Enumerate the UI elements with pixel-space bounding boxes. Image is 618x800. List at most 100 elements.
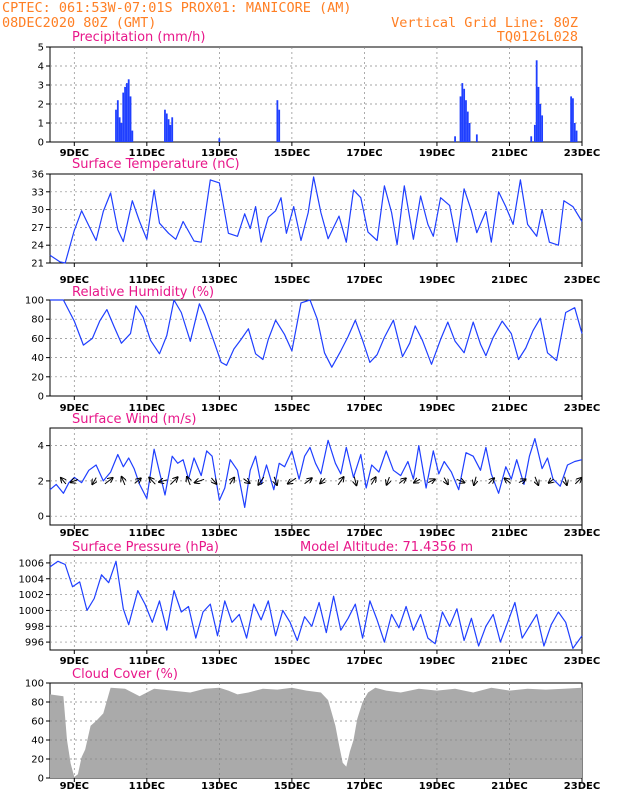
precipitation-xtick-label: 13DEC: [201, 148, 237, 159]
wind-vector-arrow: [243, 479, 250, 483]
wind-vector-arrow: [427, 479, 435, 482]
humidity-line: [50, 299, 583, 368]
humidity-xtick-label: 23DEC: [564, 403, 600, 414]
cloud-cover-xtick-label: 13DEC: [201, 781, 237, 792]
pressure-annotation: Model Altitude: 71.4356 m: [300, 540, 473, 555]
wind-vector-arrow: [104, 478, 113, 485]
precipitation-ytick-label: 0: [38, 138, 44, 149]
pressure-xtick-label: 9DEC: [60, 656, 89, 667]
cloud-cover-xtick-label: 11DEC: [129, 781, 165, 792]
wind-ytick-label: 4: [38, 441, 44, 452]
wind-vector-arrow: [61, 478, 66, 485]
precipitation-xtick-label: 15DEC: [274, 148, 310, 159]
wind-vector-arrow: [170, 477, 177, 485]
precipitation-bar: [169, 124, 172, 142]
precipitation-xtick-label: 9DEC: [60, 148, 89, 159]
cloud-cover-area: [50, 687, 582, 778]
wind-vector-arrow: [274, 476, 277, 485]
precipitation-frame: [49, 46, 583, 143]
precipitation-bar: [575, 130, 578, 142]
humidity-ytick-label: 60: [31, 334, 44, 345]
pressure-xtick-label: 11DEC: [129, 656, 165, 667]
temperature-xtick-label: 19DEC: [419, 275, 455, 286]
precipitation-bar: [537, 86, 540, 142]
temperature-ytick-label: 33: [31, 187, 44, 198]
precipitation-bar: [459, 96, 462, 142]
precipitation-bar: [570, 96, 573, 142]
wind-xtick-label: 15DEC: [274, 528, 310, 539]
pressure-xtick-label: 13DEC: [201, 656, 237, 667]
wind-xtick-label: 13DEC: [201, 528, 237, 539]
humidity-xtick-label: 11DEC: [129, 403, 165, 414]
humidity-title: Relative Humidity (%): [72, 285, 214, 300]
precipitation-bar: [461, 83, 464, 142]
cloud-cover-ytick-label: 100: [25, 679, 44, 690]
precipitation-bar: [115, 109, 117, 142]
wind-vector-arrow: [230, 478, 234, 485]
humidity-ytick-label: 0: [38, 392, 44, 403]
wind-vector-arrow: [211, 477, 216, 484]
cloud-cover-xtick-label: 9DEC: [60, 781, 89, 792]
precipitation-bar: [278, 109, 281, 142]
pressure-xtick-label: 19DEC: [419, 656, 455, 667]
pressure-line: [49, 560, 583, 650]
precipitation-bar: [127, 79, 130, 142]
precipitation-title: Precipitation (mm/h): [72, 30, 205, 45]
wind-panel: 9DEC 11DEC 13DEC 15DEC 17DEC 19DEC 21DEC 23DEC 0…: [38, 412, 601, 539]
precipitation-bar: [124, 86, 126, 142]
wind-vector-arrow: [134, 478, 141, 483]
wind-xtick-label: 9DEC: [60, 528, 89, 539]
precipitation-xtick-label: 21DEC: [491, 148, 527, 159]
wind-ytick-label: 0: [38, 512, 44, 523]
precipitation-bar: [122, 92, 125, 142]
pressure-ytick-label: 1006: [19, 558, 44, 569]
precipitation-bar: [541, 115, 544, 142]
wind-vector-arrow: [320, 478, 325, 483]
pressure-ytick-label: 1002: [19, 590, 44, 601]
wind-vector-arrow: [518, 479, 526, 482]
wind-vector-arrow: [187, 477, 190, 486]
precipitation-bar: [129, 96, 132, 142]
precipitation-bar: [125, 83, 128, 142]
precipitation-bar: [116, 100, 119, 142]
header-model-id: TQ0126L028: [497, 29, 578, 45]
temperature-xtick-label: 17DEC: [346, 275, 382, 286]
wind-vector-arrow: [398, 478, 406, 483]
header-location: CPTEC: 061:53W-07:01S PROX01: MANICORE (…: [2, 0, 352, 16]
cloud-cover-title: Cloud Cover (%): [72, 667, 178, 682]
wind-vector-arrow: [92, 477, 96, 485]
wind-vector-arrow: [195, 479, 205, 482]
precipitation-bar: [533, 124, 536, 142]
wind-vector-arrow: [337, 477, 344, 486]
temperature-panel: 9DEC 11DEC 13DEC 15DEC 17DEC 19DEC 21DEC 23DEC 2…: [31, 157, 600, 286]
humidity-ytick-label: 20: [31, 372, 44, 383]
precipitation-bar: [530, 136, 533, 142]
precipitation-bar: [454, 136, 456, 142]
precipitation-bar: [466, 111, 469, 142]
precipitation-bar: [164, 109, 166, 142]
precipitation-bar: [539, 104, 542, 142]
precipitation-bar: [276, 100, 279, 142]
cloud-cover-xtick-label: 19DEC: [419, 781, 455, 792]
precipitation-bar: [171, 117, 174, 142]
wind-xtick-label: 23DEC: [564, 528, 600, 539]
precipitation-bar: [463, 88, 466, 142]
wind-vector-arrow: [565, 476, 567, 485]
cloud-cover-xtick-label: 21DEC: [491, 781, 527, 792]
humidity-xtick-label: 19DEC: [419, 403, 455, 414]
header-init-time: 08DEC2020 80Z (GMT): [2, 15, 156, 31]
humidity-ytick-label: 80: [31, 315, 44, 326]
precipitation-ytick-label: 5: [38, 43, 44, 54]
humidity-xtick-label: 13DEC: [201, 403, 237, 414]
humidity-xtick-label: 15DEC: [274, 403, 310, 414]
wind-title: Surface Wind (m/s): [72, 412, 196, 427]
pressure-xtick-label: 23DEC: [564, 656, 600, 667]
wind-xtick-label: 11DEC: [129, 528, 165, 539]
wind-vector-arrow: [258, 476, 265, 485]
cloud-cover-ytick-label: 40: [31, 736, 44, 747]
humidity-panel: 9DEC 11DEC 13DEC 15DEC 17DEC 19DEC 21DEC 23DEC 0…: [25, 285, 600, 414]
precipitation-ytick-label: 3: [38, 81, 44, 92]
panels-group: 9DEC 11DEC 13DEC 15DEC 17DEC 19DEC 21DEC 23DEC 0…: [19, 30, 601, 792]
temperature-xtick-label: 23DEC: [564, 275, 600, 286]
pressure-panel: 9DEC 11DEC 13DEC 15DEC 17DEC 19DEC 21DEC 23DEC 9…: [19, 540, 601, 667]
